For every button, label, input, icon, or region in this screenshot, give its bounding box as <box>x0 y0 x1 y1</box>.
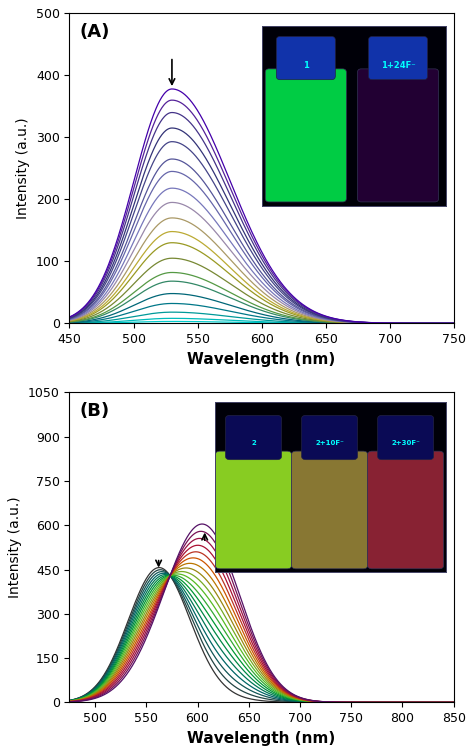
Y-axis label: Intensity (a.u.): Intensity (a.u.) <box>9 497 22 598</box>
X-axis label: Wavelength (nm): Wavelength (nm) <box>187 731 336 746</box>
Y-axis label: Intensity (a.u.): Intensity (a.u.) <box>16 118 30 219</box>
X-axis label: Wavelength (nm): Wavelength (nm) <box>187 351 336 366</box>
Text: (A): (A) <box>79 23 109 41</box>
Text: (B): (B) <box>79 402 109 420</box>
